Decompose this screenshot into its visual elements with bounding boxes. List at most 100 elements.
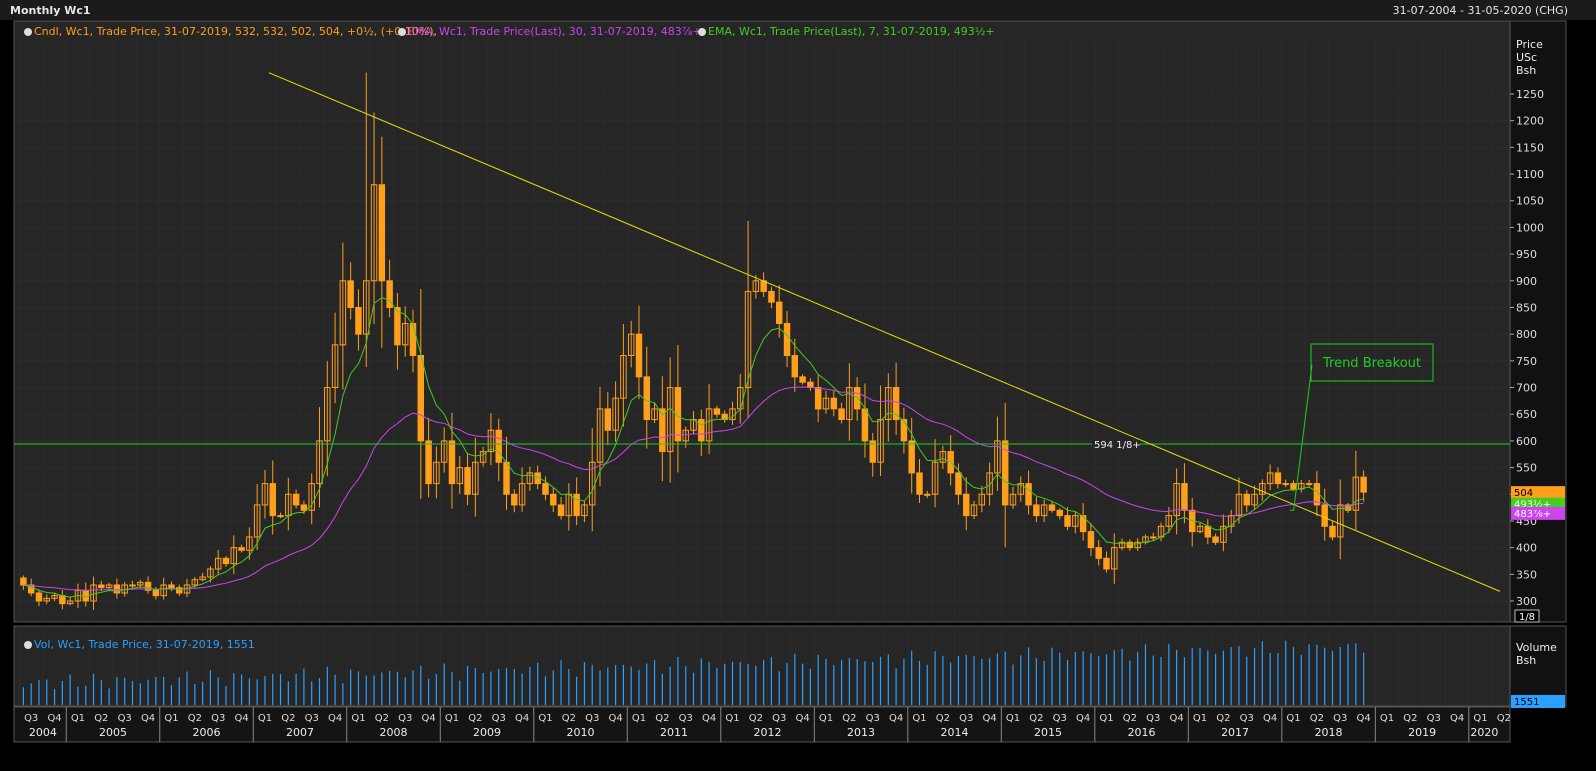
- quarter-label: Q3: [1333, 713, 1347, 724]
- quarter-label: Q1: [1193, 713, 1207, 724]
- quarter-label: Q1: [912, 713, 926, 724]
- candle-body: [370, 184, 378, 282]
- year-label: 2005: [99, 726, 127, 739]
- support-label: 594 1/8+: [1094, 440, 1141, 451]
- quarter-label: Q1: [258, 713, 272, 724]
- legend-volume-text: Vol, Wc1, Trade Price, 31-07-2019, 1551: [34, 638, 255, 651]
- candle-body: [814, 387, 822, 410]
- candle-body: [620, 355, 627, 399]
- candle-body: [791, 355, 799, 378]
- quarter-label: Q1: [164, 713, 178, 724]
- candle-body: [35, 592, 43, 602]
- candle-body: [705, 408, 713, 442]
- y-tick-label: 900: [1516, 275, 1537, 288]
- y-tick-label: 550: [1516, 462, 1537, 475]
- candle-body: [776, 301, 783, 324]
- candle-body: [440, 440, 448, 463]
- quarter-label: Q3: [959, 713, 973, 724]
- legend-ema30[interactable]: EMA, Wc1, Trade Price(Last), 30, 31-07-2…: [398, 25, 705, 38]
- quarter-label: Q4: [1450, 713, 1464, 724]
- candle-body: [994, 440, 1001, 474]
- legend-settings-icon[interactable]: [24, 641, 32, 649]
- quarter-label: Q4: [328, 713, 342, 724]
- y-tick-label: 1150: [1516, 141, 1544, 154]
- candle-body: [573, 493, 580, 517]
- support-label-bg: [1092, 437, 1140, 451]
- candle-body: [292, 493, 300, 506]
- candle-body: [1259, 483, 1266, 495]
- candle-body: [783, 322, 791, 357]
- quarter-label: Q2: [1403, 713, 1417, 724]
- quarter-label: Q1: [1099, 713, 1113, 724]
- quarter-label: Q1: [1380, 713, 1394, 724]
- y-tick-label: 600: [1516, 435, 1537, 448]
- quarter-label: Q2: [562, 713, 576, 724]
- candle-body: [1298, 483, 1305, 490]
- y-tick-label: 650: [1516, 408, 1537, 421]
- year-label: 2015: [1034, 726, 1062, 739]
- year-label: 2006: [193, 726, 221, 739]
- candle-body: [698, 419, 705, 442]
- quarter-label: Q3: [585, 713, 599, 724]
- legend-volume[interactable]: Vol, Wc1, Trade Price, 31-07-2019, 1551: [24, 638, 255, 651]
- legend-settings-icon[interactable]: [698, 28, 706, 36]
- candle-body: [526, 472, 534, 485]
- candle-body: [355, 306, 362, 335]
- candle-body: [581, 504, 588, 517]
- candle-body: [1079, 515, 1087, 533]
- volume-badge-bg: [1511, 695, 1565, 708]
- price-panel: [13, 20, 1511, 623]
- candle-body: [479, 451, 487, 463]
- candle-body: [238, 547, 245, 551]
- time-axis-panel: [13, 706, 1511, 743]
- candle-body: [822, 397, 830, 410]
- date-range: 31-07-2004 - 31-05-2020 (CHG): [1392, 4, 1568, 17]
- quarter-label: Q1: [1286, 713, 1300, 724]
- chart-title: Monthly Wc1: [10, 4, 91, 17]
- quarter-label: Q2: [842, 713, 856, 724]
- candle-body: [916, 472, 923, 495]
- candle-body: [246, 536, 253, 551]
- candle-body: [456, 467, 463, 485]
- quarter-label: Q1: [538, 713, 552, 724]
- candle-body: [892, 387, 900, 421]
- candle-body: [986, 472, 993, 495]
- legend-ema7[interactable]: EMA, Wc1, Trade Price(Last), 7, 31-07-20…: [698, 25, 995, 38]
- fraction-label: 1/8: [1519, 612, 1535, 623]
- candle-body: [347, 280, 354, 308]
- ema30-badge-bg: [1511, 506, 1565, 520]
- candle-body: [1227, 515, 1235, 527]
- candle-body: [955, 472, 962, 495]
- candle-body: [176, 587, 183, 594]
- quarter-label: Q2: [936, 713, 950, 724]
- y-tick-label: 1050: [1516, 195, 1544, 208]
- legend-settings-icon[interactable]: [398, 28, 406, 36]
- year-label: 2011: [660, 726, 688, 739]
- candle-body: [666, 387, 674, 453]
- candle-body: [277, 515, 284, 518]
- ema7-line: [23, 297, 1364, 598]
- candle-body: [596, 408, 604, 463]
- candle-body: [1196, 525, 1204, 533]
- volume-bars: [22, 640, 1365, 705]
- legend-candle[interactable]: Cndl, Wc1, Trade Price, 31-07-2019, 532,…: [24, 25, 437, 38]
- price-axis-panel: [1509, 20, 1567, 623]
- candle-body: [214, 557, 222, 570]
- quarter-label: Q3: [492, 713, 506, 724]
- candle-body: [659, 408, 666, 453]
- quarter-label: Q2: [1123, 713, 1137, 724]
- candle-body: [612, 397, 619, 431]
- candle-body: [604, 408, 612, 431]
- quarter-label: Q1: [819, 713, 833, 724]
- candle-body: [230, 547, 238, 565]
- legend-settings-icon[interactable]: [24, 28, 32, 36]
- last-price-badge-bg: [1511, 486, 1565, 500]
- candle-body: [487, 429, 495, 453]
- candle-body: [1009, 493, 1017, 506]
- candle-body: [1165, 515, 1173, 527]
- quarter-label: Q1: [725, 713, 739, 724]
- candle-body: [152, 589, 160, 597]
- quarter-label: Q4: [515, 713, 529, 724]
- candle-body: [713, 408, 721, 415]
- candle-body: [472, 461, 479, 495]
